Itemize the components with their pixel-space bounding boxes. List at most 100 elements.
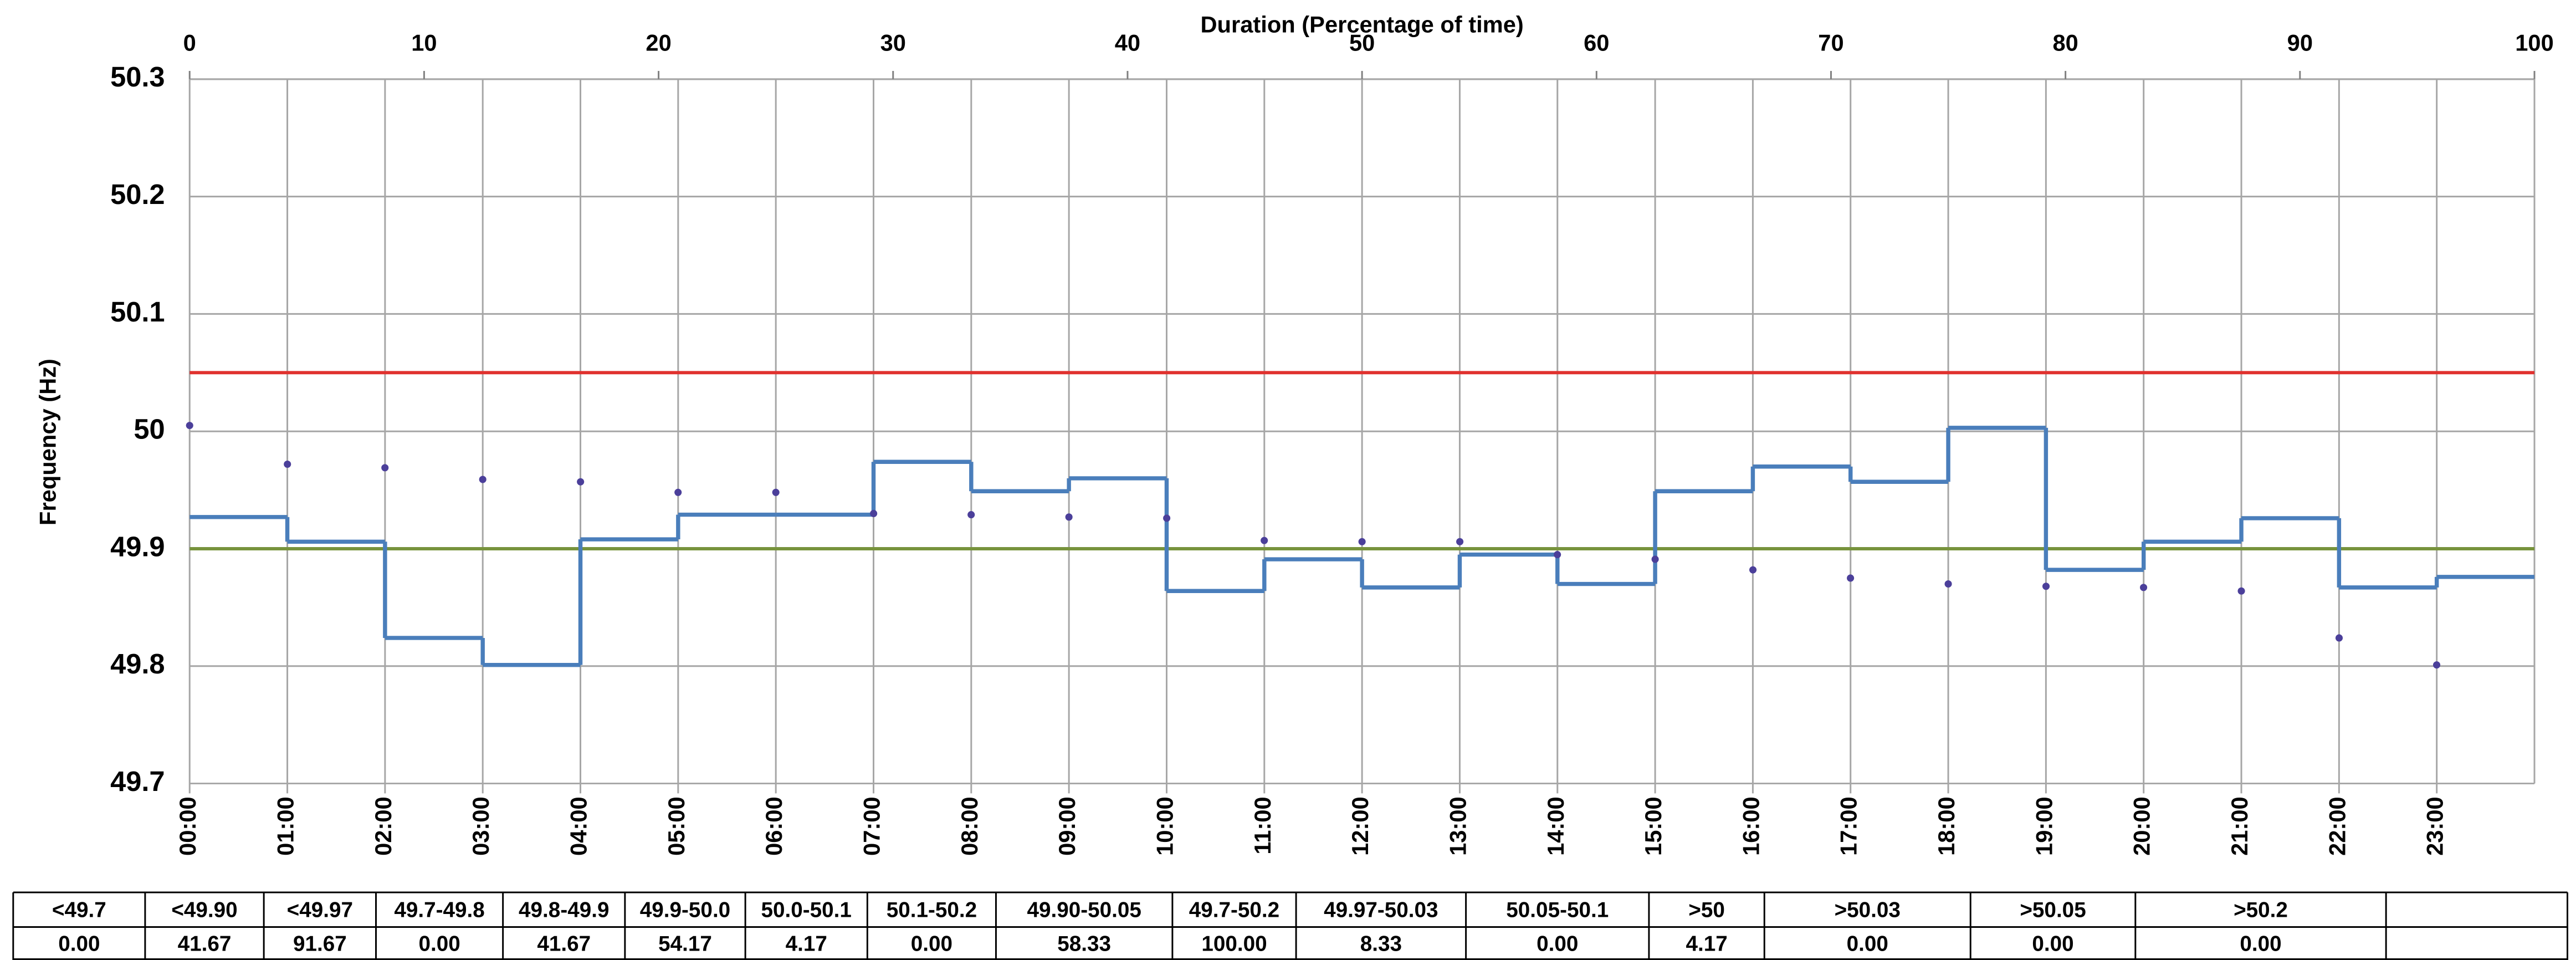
- duration-point: [1456, 538, 1464, 545]
- table-value: 41.67: [537, 932, 591, 956]
- duration-point: [1261, 537, 1268, 544]
- duration-point: [1065, 513, 1073, 521]
- y-tick-label: 50.3: [110, 61, 165, 93]
- y-tick-label: 50.2: [110, 178, 165, 210]
- x2-tick-label: 40: [1115, 29, 1140, 55]
- table-value: 4.17: [1686, 932, 1727, 956]
- x-tick-label: 03:00: [468, 796, 494, 856]
- x-tick-label: 00:00: [175, 796, 201, 856]
- x-tick-label: 05:00: [663, 796, 689, 856]
- y-tick-label: 49.8: [110, 648, 165, 680]
- duration-point: [772, 488, 780, 496]
- table-value: 0.00: [1537, 932, 1578, 956]
- duration-point: [381, 464, 389, 472]
- y-axis-title: Frequency (Hz): [34, 359, 60, 525]
- duration-point: [2042, 583, 2050, 590]
- duration-point: [1163, 514, 1171, 522]
- x2-tick-label: 30: [880, 29, 906, 55]
- x-tick-label: 22:00: [2324, 796, 2350, 856]
- table-header: 49.90-50.05: [1027, 898, 1141, 922]
- x-tick-label: 21:00: [2226, 796, 2252, 856]
- table-value: 41.67: [178, 932, 232, 956]
- x-tick-label: 07:00: [858, 796, 884, 856]
- table-header: <49.97: [287, 898, 353, 922]
- duration-point: [2432, 661, 2441, 669]
- table-header: 50.1-50.2: [887, 898, 977, 922]
- x-tick-label: 15:00: [1640, 796, 1666, 856]
- x-tick-label: 08:00: [956, 796, 982, 856]
- x-tick-label: 10:00: [1151, 796, 1177, 856]
- table-header: >50.05: [2020, 898, 2086, 922]
- table-header: <49.90: [171, 898, 237, 922]
- duration-point: [674, 488, 682, 496]
- x2-tick-label: 80: [2052, 29, 2078, 55]
- table-value: 0.00: [58, 932, 100, 956]
- x2-tick-label: 10: [411, 29, 437, 55]
- table-header: 49.97-50.03: [1324, 898, 1438, 922]
- x2-axis-title: Duration (Percentage of time): [1200, 12, 1523, 38]
- table-header: >50.2: [2234, 898, 2288, 922]
- table-value: 0.00: [2032, 932, 2073, 956]
- x2-tick-label: 20: [646, 29, 671, 55]
- duration-point: [284, 460, 291, 468]
- table-header: >50.03: [1835, 898, 1901, 922]
- x2-tick-label: 50: [1349, 29, 1375, 55]
- duration-point: [870, 509, 878, 518]
- y-tick-label: 50.1: [110, 296, 165, 328]
- duration-point: [1944, 580, 1952, 588]
- table-header: 49.9-50.0: [640, 898, 730, 922]
- duration-point: [1847, 574, 1855, 582]
- duration-point: [1358, 538, 1366, 545]
- table-value: 8.33: [1360, 932, 1402, 956]
- table-header: 50.0-50.1: [761, 898, 852, 922]
- duration-point: [479, 476, 486, 483]
- duration-point: [967, 511, 975, 519]
- x-tick-label: 06:00: [761, 796, 787, 856]
- y-tick-label: 49.9: [110, 530, 165, 562]
- table-header: <49.7: [52, 898, 106, 922]
- duration-point: [577, 478, 585, 486]
- table-value: 54.17: [658, 932, 712, 956]
- x-tick-label: 20:00: [2129, 796, 2155, 856]
- table-value: 4.17: [786, 932, 827, 956]
- table-header: 49.7-49.8: [394, 898, 484, 922]
- table-value: 91.67: [293, 932, 347, 956]
- x2-tick-label: 70: [1818, 29, 1843, 55]
- x-tick-label: 12:00: [1347, 796, 1373, 856]
- x-tick-label: 19:00: [2031, 796, 2057, 856]
- x-tick-label: 02:00: [370, 796, 396, 856]
- table-value: 58.33: [1057, 932, 1111, 956]
- x-tick-label: 01:00: [273, 796, 299, 856]
- x-tick-label: 09:00: [1054, 796, 1080, 856]
- duration-point: [2140, 584, 2148, 591]
- x2-tick-label: 60: [1584, 29, 1609, 55]
- table-value: 0.00: [1847, 932, 1888, 956]
- table-value: 0.00: [2240, 932, 2281, 956]
- table-header: 49.7-50.2: [1189, 898, 1279, 922]
- table-header: 49.8-49.9: [519, 898, 609, 922]
- x-tick-label: 18:00: [1933, 796, 1959, 856]
- x2-tick-label: 0: [183, 29, 196, 55]
- duration-point: [186, 422, 193, 430]
- table-value: 100.00: [1201, 932, 1267, 956]
- duration-point: [1651, 555, 1659, 563]
- x-tick-label: 17:00: [1836, 796, 1862, 856]
- x2-tick-label: 100: [2515, 29, 2554, 55]
- duration-point: [2237, 587, 2245, 595]
- table-value: 0.00: [418, 932, 460, 956]
- duration-point: [1749, 566, 1757, 574]
- table-value: 0.00: [911, 932, 952, 956]
- x-tick-label: 11:00: [1249, 796, 1276, 854]
- duration-point: [1554, 551, 1561, 559]
- x2-tick-label: 90: [2287, 29, 2313, 55]
- x-tick-label: 04:00: [566, 796, 592, 856]
- x-tick-label: 13:00: [1445, 796, 1471, 856]
- x-tick-label: 14:00: [1543, 796, 1569, 856]
- y-tick-label: 50: [134, 413, 165, 445]
- y-tick-label: 49.7: [110, 765, 165, 797]
- table-header: 50.05-50.1: [1506, 898, 1609, 922]
- x-tick-label: 16:00: [1738, 796, 1764, 856]
